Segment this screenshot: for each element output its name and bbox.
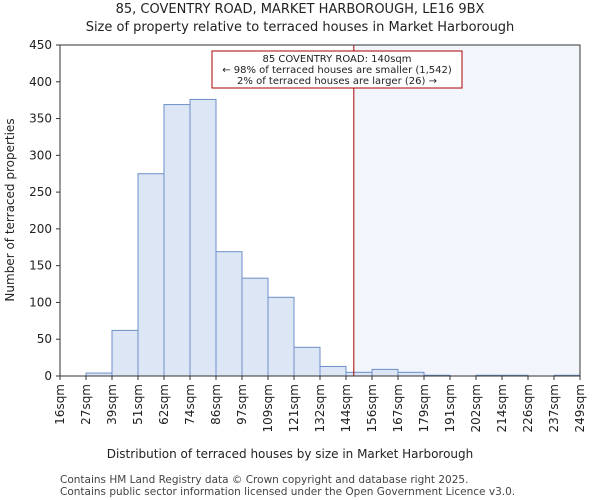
x-tick-label: 121sqm	[287, 384, 301, 432]
histogram-bar	[163, 104, 191, 377]
y-axis-label: Number of terraced properties	[3, 118, 17, 301]
x-tick-label: 97sqm	[235, 384, 249, 425]
x-tick-label: 249sqm	[573, 384, 587, 432]
y-tick-label: 350	[29, 112, 52, 126]
y-tick-label: 250	[29, 185, 52, 199]
y-tick-label: 400	[29, 75, 52, 89]
histogram-bar	[267, 296, 295, 377]
y-tick-label: 200	[29, 222, 52, 236]
histogram-bar	[241, 277, 269, 377]
x-tick-label: 167sqm	[391, 384, 405, 432]
y-tick-label: 150	[29, 259, 52, 273]
x-tick-label: 144sqm	[339, 384, 353, 432]
annotation-line-1: 85 COVENTRY ROAD: 140sqm	[262, 54, 411, 65]
footer-line-2: Contains public sector information licen…	[60, 486, 516, 498]
x-tick-label: 27sqm	[79, 384, 93, 425]
histogram-bar	[371, 368, 399, 377]
chart-title: 85, COVENTRY ROAD, MARKET HARBOROUGH, LE…	[116, 2, 485, 17]
x-axis: 16sqm 27sqm 39sqm 51sqm 62sqm 74sqm 86sqm 97sqm…	[53, 376, 587, 432]
x-tick-label: 39sqm	[105, 384, 119, 425]
y-tick-label: 300	[29, 148, 52, 162]
histogram-chart: 85, COVENTRY ROAD, MARKET HARBOROUGH, LE…	[3, 2, 587, 461]
x-tick-label: 226sqm	[521, 384, 535, 432]
histogram-bar	[215, 251, 243, 377]
x-tick-label: 214sqm	[495, 384, 509, 432]
histogram-bar	[293, 346, 321, 377]
y-axis: 0 50 100 150 200 250 300 350 400 450	[29, 38, 60, 383]
x-tick-label: 237sqm	[547, 384, 561, 432]
bars-group	[85, 98, 581, 377]
y-tick-label: 0	[44, 369, 52, 383]
x-tick-label: 179sqm	[417, 384, 431, 432]
x-axis-label: Distribution of terraced houses by size …	[107, 447, 474, 461]
x-tick-label: 109sqm	[261, 384, 275, 432]
larger-region-highlight	[353, 45, 580, 376]
y-tick-label: 450	[29, 38, 52, 52]
annotation-line-3: 2% of terraced houses are larger (26) →	[237, 76, 437, 87]
x-tick-label: 86sqm	[209, 384, 223, 425]
annotation-box: 85 COVENTRY ROAD: 140sqm ← 98% of terrac…	[211, 50, 463, 89]
footer-line-1: Contains HM Land Registry data © Crown c…	[60, 474, 469, 486]
histogram-bar	[111, 329, 139, 377]
x-tick-label: 51sqm	[131, 384, 145, 425]
x-tick-label: 62sqm	[157, 384, 171, 425]
x-tick-label: 156sqm	[365, 384, 379, 432]
histogram-bar	[397, 371, 425, 377]
histogram-bar	[345, 371, 373, 377]
x-tick-label: 191sqm	[443, 384, 457, 432]
y-tick-label: 50	[37, 332, 52, 346]
x-tick-label: 16sqm	[53, 384, 67, 425]
histogram-bar	[137, 173, 165, 377]
x-tick-label: 74sqm	[183, 384, 197, 425]
histogram-bar	[189, 98, 217, 377]
chart-subtitle: Size of property relative to terraced ho…	[86, 20, 515, 35]
histogram-bar	[319, 365, 347, 377]
x-tick-label: 202sqm	[469, 384, 483, 432]
x-tick-label: 132sqm	[313, 384, 327, 432]
annotation-line-2: ← 98% of terraced houses are smaller (1,…	[222, 65, 452, 76]
y-tick-label: 100	[29, 295, 52, 309]
